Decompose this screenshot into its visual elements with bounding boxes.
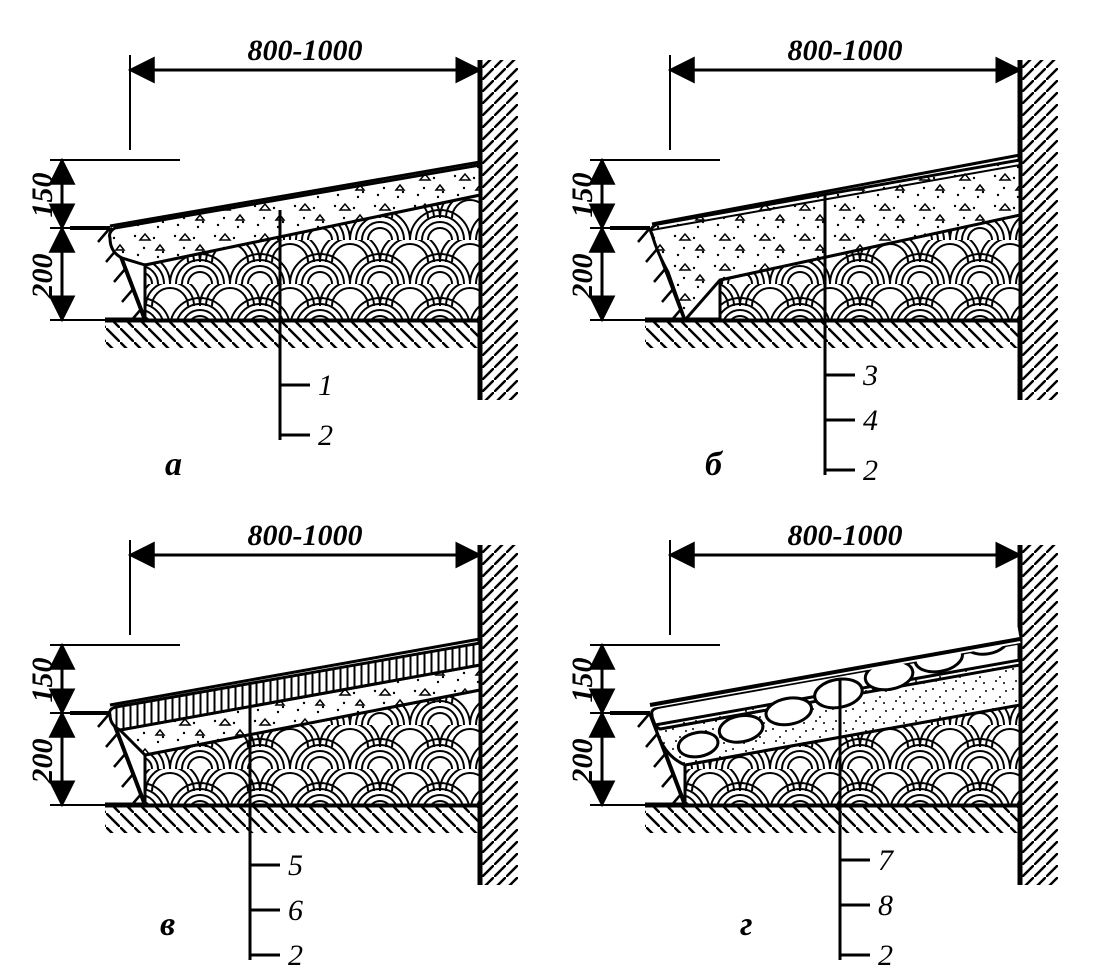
svg-text:800-1000: 800-1000 bbox=[788, 519, 903, 552]
panel-label: a bbox=[165, 446, 182, 483]
panel-b: 800-1000 150 200 3 4 2 б bbox=[566, 34, 1058, 487]
svg-text:200: 200 bbox=[566, 254, 599, 300]
svg-text:150: 150 bbox=[26, 658, 59, 703]
panel-v: 800-1000 150 200 5 6 2 в bbox=[26, 519, 518, 972]
svg-text:8: 8 bbox=[878, 889, 893, 922]
dim-top: 800-1000 bbox=[130, 34, 480, 150]
dim-top-text: 800-1000 bbox=[248, 34, 363, 67]
panel-a: 800-1000 150 200 1 2 a bbox=[26, 34, 518, 483]
svg-text:150: 150 bbox=[566, 658, 599, 703]
svg-text:б: б bbox=[705, 446, 724, 483]
panel-g: 800-1000 150 200 7 8 2 г bbox=[566, 519, 1058, 972]
svg-text:4: 4 bbox=[863, 404, 878, 437]
svg-text:6: 6 bbox=[288, 894, 303, 927]
svg-text:200: 200 bbox=[566, 739, 599, 785]
diagram-figure: 800-1000 150 200 1 2 a bbox=[0, 0, 1101, 976]
svg-text:2: 2 bbox=[288, 939, 303, 972]
svg-text:в: в bbox=[160, 906, 175, 943]
callout-2: 2 bbox=[318, 419, 333, 452]
svg-text:7: 7 bbox=[878, 844, 895, 877]
svg-text:200: 200 bbox=[26, 739, 59, 785]
callout-1: 1 bbox=[318, 369, 333, 402]
svg-text:3: 3 bbox=[862, 359, 878, 392]
dim-200-text: 200 bbox=[26, 254, 59, 300]
svg-text:5: 5 bbox=[288, 849, 303, 882]
svg-text:2: 2 bbox=[878, 939, 893, 972]
svg-text:800-1000: 800-1000 bbox=[788, 34, 903, 67]
svg-text:800-1000: 800-1000 bbox=[248, 519, 363, 552]
wall-hatch bbox=[480, 60, 518, 400]
svg-text:г: г bbox=[740, 906, 753, 943]
svg-text:2: 2 bbox=[863, 454, 878, 487]
svg-text:150: 150 bbox=[566, 173, 599, 218]
dim-150-text: 150 bbox=[26, 173, 59, 218]
